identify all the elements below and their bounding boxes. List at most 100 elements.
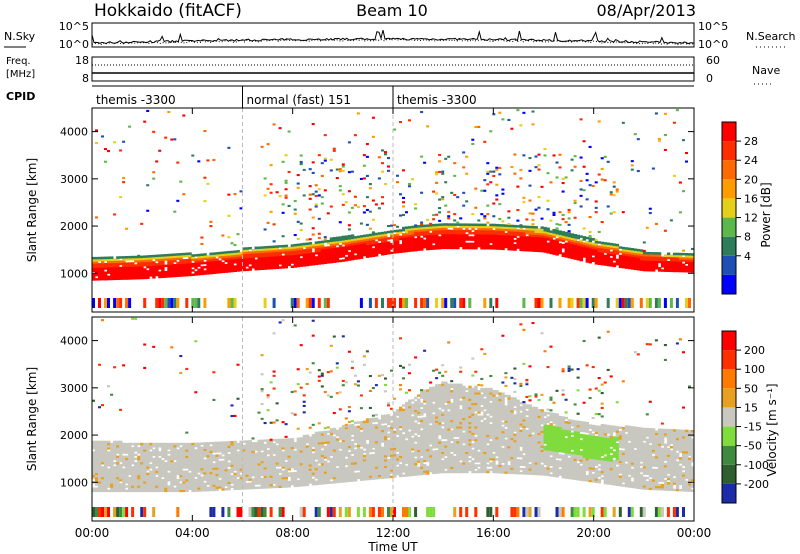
rti-cell	[143, 449, 147, 452]
rti-cell	[239, 256, 243, 259]
rti-cell	[227, 473, 231, 476]
rti-cell	[489, 236, 493, 239]
rti-cell	[377, 451, 382, 454]
rti-cell	[423, 241, 427, 245]
rti-cell	[630, 260, 635, 264]
rti-cell	[209, 265, 213, 268]
rti-cell	[275, 251, 279, 255]
rti-cell	[113, 481, 117, 484]
rti-cell	[597, 241, 602, 244]
rti-cell	[332, 470, 337, 473]
rti-cell	[576, 245, 580, 248]
rti-cell	[573, 199, 577, 202]
rti-cell	[359, 250, 364, 253]
rti-cell	[221, 266, 225, 269]
rti-cell	[131, 264, 135, 267]
rti-cell	[537, 236, 541, 240]
rti-cell	[477, 238, 481, 241]
rti-cell	[206, 159, 210, 162]
rti-cell	[143, 485, 147, 488]
rti-cell	[570, 239, 574, 243]
rti-cell	[435, 223, 439, 227]
rti-cell	[606, 205, 610, 208]
rti-cell	[305, 445, 310, 448]
rti-cell	[191, 481, 195, 484]
rti-cell	[371, 424, 376, 427]
rti-cell	[558, 238, 562, 242]
rti-cell	[185, 453, 189, 456]
rti-cell	[284, 181, 288, 184]
noise-left-tick-bottom: 10^0	[59, 38, 89, 51]
rti-cell	[411, 244, 415, 248]
rti-cell	[122, 507, 126, 517]
rti-cell	[507, 210, 511, 213]
rti-cell	[167, 445, 171, 448]
rti-cell	[374, 203, 378, 206]
rti-cell	[381, 238, 385, 241]
rti-cell	[317, 469, 322, 473]
rti-cell	[564, 246, 568, 250]
rti-cell	[365, 426, 370, 430]
rti-cell	[465, 200, 469, 203]
rti-cell	[365, 240, 370, 243]
rti-cell	[329, 395, 333, 398]
rti-cell	[555, 161, 559, 164]
rti-cell	[212, 444, 216, 447]
rti-cell	[260, 471, 264, 474]
rti-cell	[525, 232, 529, 235]
rti-cell	[101, 265, 105, 268]
rti-cell	[302, 441, 307, 444]
rti-cell	[450, 246, 454, 250]
nave-tick-bottom: 0	[706, 72, 713, 85]
rti-cell	[167, 260, 171, 263]
rti-cell	[188, 256, 192, 260]
rti-cell	[317, 243, 322, 246]
rti-cell	[317, 422, 321, 425]
rti-cell	[116, 262, 120, 266]
rti-cell	[657, 269, 662, 272]
rti-cell	[672, 261, 677, 264]
rti-cell	[140, 270, 144, 273]
rti-cell	[200, 457, 204, 460]
rti-cell	[176, 263, 180, 267]
rti-cell	[221, 251, 225, 254]
rti-cell	[459, 236, 463, 239]
rti-cell	[152, 451, 156, 454]
rti-cell	[95, 489, 99, 493]
rti-cell	[474, 125, 478, 128]
rti-cell	[691, 268, 695, 271]
rti-cell	[251, 452, 255, 456]
rti-cell	[248, 452, 252, 456]
rti-cell	[155, 457, 159, 461]
rti-cell	[95, 216, 98, 219]
rti-cell	[296, 441, 301, 445]
rti-cell	[92, 455, 96, 459]
rti-cell	[146, 457, 150, 461]
rti-cell	[281, 249, 285, 252]
rti-cell	[432, 230, 436, 233]
rti-cell	[179, 259, 183, 262]
rti-cell	[344, 477, 349, 481]
rti-cell	[293, 260, 298, 264]
rti-cell	[356, 436, 361, 439]
rti-cell	[242, 474, 246, 477]
rti-cell	[675, 267, 680, 271]
rti-cell	[344, 441, 349, 445]
rti-cell	[600, 252, 605, 255]
rti-cell	[486, 213, 490, 216]
rti-cell	[399, 231, 403, 234]
rti-cell	[531, 218, 535, 221]
rti-cell	[371, 436, 376, 440]
rti-cell	[281, 459, 285, 463]
rti-cell	[281, 474, 285, 478]
rti-cell	[368, 464, 373, 468]
rti-cell	[251, 484, 255, 488]
rti-cell	[119, 459, 123, 463]
rti-cell	[146, 453, 150, 456]
rti-cell	[374, 449, 379, 452]
rti-cell	[573, 251, 577, 254]
rti-cell	[528, 234, 532, 237]
rti-cell	[125, 268, 129, 272]
rti-cell	[332, 507, 336, 517]
rti-cell	[215, 258, 219, 261]
